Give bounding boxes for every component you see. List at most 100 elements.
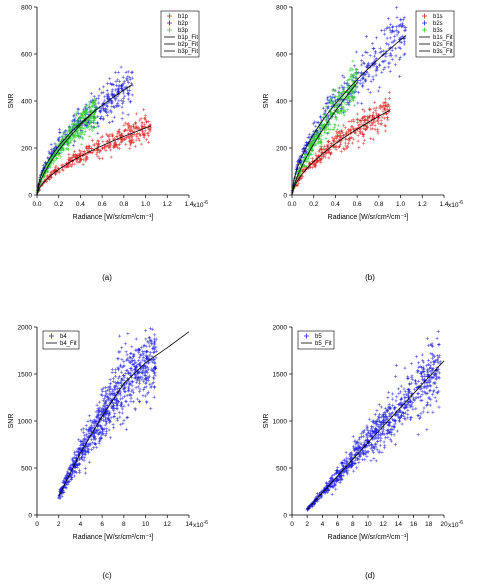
x-tick-label: 0.8 — [374, 201, 383, 208]
legend-marker — [167, 27, 172, 33]
legend-marker — [167, 13, 172, 19]
scatter-points-b3p — [35, 97, 99, 194]
chart-panel-4: 0 2 4 6 8 10 12 14 16 18 20 0 500 1000 1500 2000 x10-6 Ra… — [263, 324, 463, 580]
y-axis-label: SNR — [8, 94, 15, 109]
legend-marker — [422, 27, 427, 33]
x-axis-label: Radiance [W/sr/cm²/cm⁻¹] — [73, 214, 154, 221]
x-exponent-label: x10-6 — [448, 200, 463, 209]
series-b3p — [35, 97, 99, 194]
y-tick-label: 0 — [283, 512, 287, 519]
scatter-points-b5 — [305, 329, 442, 512]
x-exponent-label: x10-6 — [448, 520, 463, 529]
legend-entry: b2s_Fit — [433, 42, 453, 48]
panel-caption: (b) — [365, 273, 375, 282]
legend-entry: b2p — [178, 21, 189, 27]
fit-line-b4_Fit — [58, 331, 190, 497]
y-tick-label: 2000 — [273, 324, 288, 331]
fit-line-b3s_Fit — [291, 82, 358, 196]
x-exponent-label: x10-6 — [193, 520, 208, 529]
y-tick-label: 2000 — [18, 324, 33, 331]
y-tick-label: 200 — [21, 145, 32, 152]
y-tick-label: 0 — [283, 192, 287, 199]
x-tick-label: 0.6 — [98, 201, 107, 208]
x-tick-label: 12 — [164, 521, 172, 528]
x-tick-label: 1.0 — [141, 201, 150, 208]
x-tick-label: 0.2 — [309, 201, 318, 208]
x-axis-label: Radiance [W/sr/cm²/cm⁻¹] — [73, 534, 154, 541]
panel-caption: (c) — [102, 571, 112, 580]
x-tick-label: 0 — [35, 521, 39, 528]
fit-line-b3p_Fit — [36, 108, 97, 196]
y-tick-label: 400 — [276, 98, 287, 105]
legend-entry: b1p — [178, 14, 189, 20]
x-tick-label: 6 — [336, 521, 340, 528]
y-tick-label: 500 — [276, 465, 287, 472]
y-tick-label: 800 — [21, 4, 32, 11]
y-axis-label: SNR — [263, 94, 270, 109]
y-tick-label: 600 — [276, 51, 287, 58]
x-tick-label: 18 — [425, 521, 433, 528]
x-tick-label: 0.4 — [76, 201, 85, 208]
chart-panel-3: 0 2 4 6 8 10 12 14 0 500 1000 1500 2000 x10-6 Radiance… — [8, 324, 208, 580]
series-b5 — [305, 329, 442, 512]
legend-entry: b2p_Fit — [178, 42, 198, 48]
x-tick-label: 20 — [440, 521, 448, 528]
x-tick-label: 2 — [57, 521, 61, 528]
legend-marker — [49, 333, 54, 339]
x-tick-label: 4 — [79, 521, 83, 528]
y-tick-label: 600 — [21, 51, 32, 58]
y-tick-label: 400 — [21, 98, 32, 105]
x-tick-label: 8 — [351, 521, 355, 528]
x-axis-label: Radiance [W/sr/cm²/cm⁻¹] — [328, 534, 409, 541]
x-tick-label: 0.6 — [353, 201, 362, 208]
x-tick-label: 10 — [142, 521, 150, 528]
scatter-points-b4 — [57, 326, 158, 500]
y-tick-label: 0 — [28, 512, 32, 519]
panel-caption: (d) — [365, 571, 375, 580]
x-tick-label: 14 — [185, 521, 193, 528]
y-axis-label: SNR — [263, 414, 270, 429]
legend-entry: b3s_Fit — [433, 49, 453, 55]
fit-line-b2s_Fit — [291, 35, 407, 196]
fit-line-b1p_Fit — [36, 125, 152, 196]
legend-entry: b2s — [433, 21, 443, 27]
y-tick-label: 800 — [276, 4, 287, 11]
panel-caption: (a) — [102, 273, 112, 282]
fit-line-b1s_Fit — [291, 109, 390, 196]
x-tick-label: 0.0 — [32, 201, 41, 208]
y-tick-label: 1500 — [18, 371, 33, 378]
y-tick-label: 1500 — [273, 371, 288, 378]
x-tick-label: 0.4 — [331, 201, 340, 208]
y-tick-label: 1000 — [18, 418, 33, 425]
legend-box — [415, 10, 455, 58]
fit-line-b5_Fit — [306, 360, 445, 510]
y-axis-label: SNR — [8, 414, 15, 429]
legend-entry: b1s — [433, 14, 443, 20]
x-tick-label: 0.0 — [287, 201, 296, 208]
x-axis-label: Radiance [W/sr/cm²/cm⁻¹] — [328, 214, 409, 221]
fit-line-b2p_Fit — [36, 84, 133, 196]
legend-entry: b5_Fit — [315, 341, 332, 347]
x-tick-label: 14 — [395, 521, 403, 528]
x-tick-label: 4 — [321, 521, 325, 528]
x-tick-label: 10 — [364, 521, 372, 528]
x-tick-label: 6 — [100, 521, 104, 528]
series-b4 — [57, 326, 158, 500]
legend-entry: b5 — [315, 334, 322, 340]
legend-marker — [422, 20, 427, 26]
legend-entry: b1p_Fit — [178, 35, 198, 41]
x-tick-label: 0.2 — [54, 201, 63, 208]
x-tick-label: 1.2 — [418, 201, 427, 208]
x-tick-label: 8 — [122, 521, 126, 528]
legend-entry: b3p_Fit — [178, 49, 198, 55]
legend-entry: b1s_Fit — [433, 35, 453, 41]
legend-box — [42, 330, 80, 350]
x-tick-label: 12 — [380, 521, 388, 528]
chart-panel-2: 0.0 0.2 0.4 0.6 0.8 1.0 1.2 1.4 0 200 400 600 800 x10… — [263, 4, 463, 282]
x-tick-label: 2 — [305, 521, 309, 528]
x-tick-label: 1.4 — [184, 201, 193, 208]
